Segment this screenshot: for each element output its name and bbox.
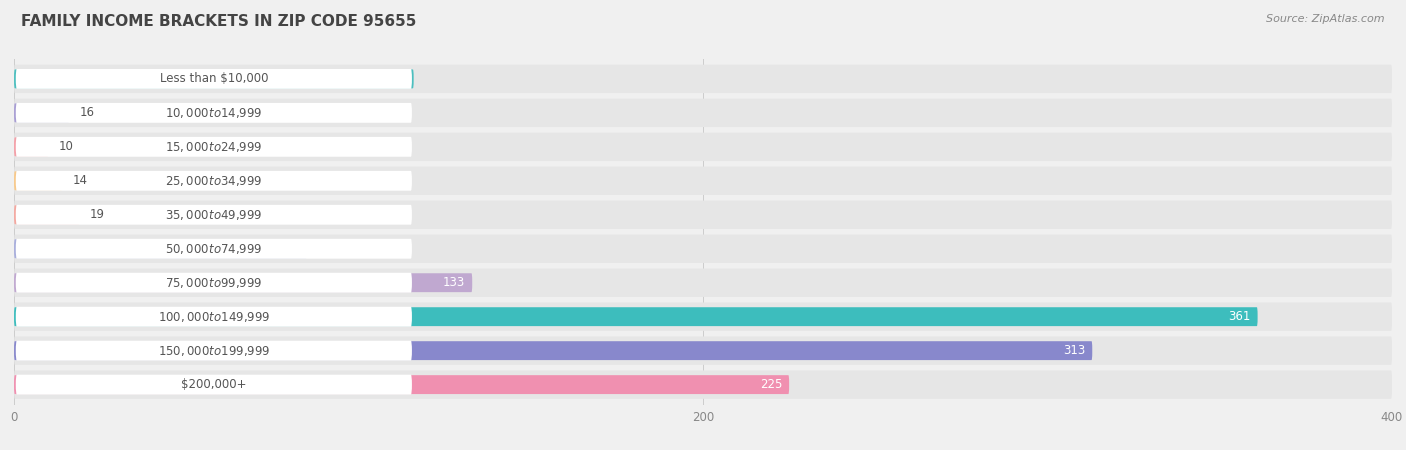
FancyBboxPatch shape [15, 341, 412, 360]
Text: 10: 10 [59, 140, 73, 153]
FancyBboxPatch shape [15, 137, 412, 157]
Text: 85: 85 [285, 242, 299, 255]
Text: $75,000 to $99,999: $75,000 to $99,999 [165, 276, 263, 290]
Text: 14: 14 [73, 174, 87, 187]
FancyBboxPatch shape [15, 171, 412, 191]
Text: 361: 361 [1229, 310, 1251, 323]
Text: 313: 313 [1063, 344, 1085, 357]
FancyBboxPatch shape [14, 166, 1392, 195]
FancyBboxPatch shape [15, 273, 412, 292]
FancyBboxPatch shape [15, 307, 412, 327]
Text: $50,000 to $74,999: $50,000 to $74,999 [165, 242, 263, 256]
FancyBboxPatch shape [14, 302, 1392, 331]
FancyBboxPatch shape [15, 205, 412, 225]
FancyBboxPatch shape [14, 69, 413, 88]
FancyBboxPatch shape [14, 307, 1257, 326]
FancyBboxPatch shape [14, 375, 789, 394]
FancyBboxPatch shape [15, 69, 412, 89]
Text: 225: 225 [759, 378, 782, 391]
FancyBboxPatch shape [15, 103, 412, 123]
Text: $25,000 to $34,999: $25,000 to $34,999 [165, 174, 263, 188]
FancyBboxPatch shape [14, 133, 1392, 161]
FancyBboxPatch shape [14, 273, 472, 292]
Text: $10,000 to $14,999: $10,000 to $14,999 [165, 106, 263, 120]
Text: 19: 19 [90, 208, 105, 221]
Text: $150,000 to $199,999: $150,000 to $199,999 [157, 344, 270, 358]
FancyBboxPatch shape [14, 337, 1392, 365]
Text: $15,000 to $24,999: $15,000 to $24,999 [165, 140, 263, 154]
Text: Source: ZipAtlas.com: Source: ZipAtlas.com [1267, 14, 1385, 23]
Text: 16: 16 [80, 106, 94, 119]
FancyBboxPatch shape [14, 370, 1392, 399]
FancyBboxPatch shape [14, 201, 1392, 229]
FancyBboxPatch shape [14, 137, 49, 156]
FancyBboxPatch shape [14, 239, 307, 258]
Text: $35,000 to $49,999: $35,000 to $49,999 [165, 208, 263, 222]
FancyBboxPatch shape [14, 234, 1392, 263]
FancyBboxPatch shape [14, 65, 1392, 93]
FancyBboxPatch shape [14, 269, 1392, 297]
FancyBboxPatch shape [14, 205, 80, 224]
Text: 133: 133 [443, 276, 465, 289]
Text: FAMILY INCOME BRACKETS IN ZIP CODE 95655: FAMILY INCOME BRACKETS IN ZIP CODE 95655 [21, 14, 416, 28]
FancyBboxPatch shape [15, 375, 412, 395]
Text: 116: 116 [384, 72, 406, 86]
Text: $200,000+: $200,000+ [181, 378, 246, 391]
FancyBboxPatch shape [14, 171, 62, 190]
FancyBboxPatch shape [14, 341, 1092, 360]
FancyBboxPatch shape [15, 239, 412, 259]
FancyBboxPatch shape [14, 104, 69, 122]
Text: $100,000 to $149,999: $100,000 to $149,999 [157, 310, 270, 324]
Text: Less than $10,000: Less than $10,000 [160, 72, 269, 86]
FancyBboxPatch shape [14, 99, 1392, 127]
